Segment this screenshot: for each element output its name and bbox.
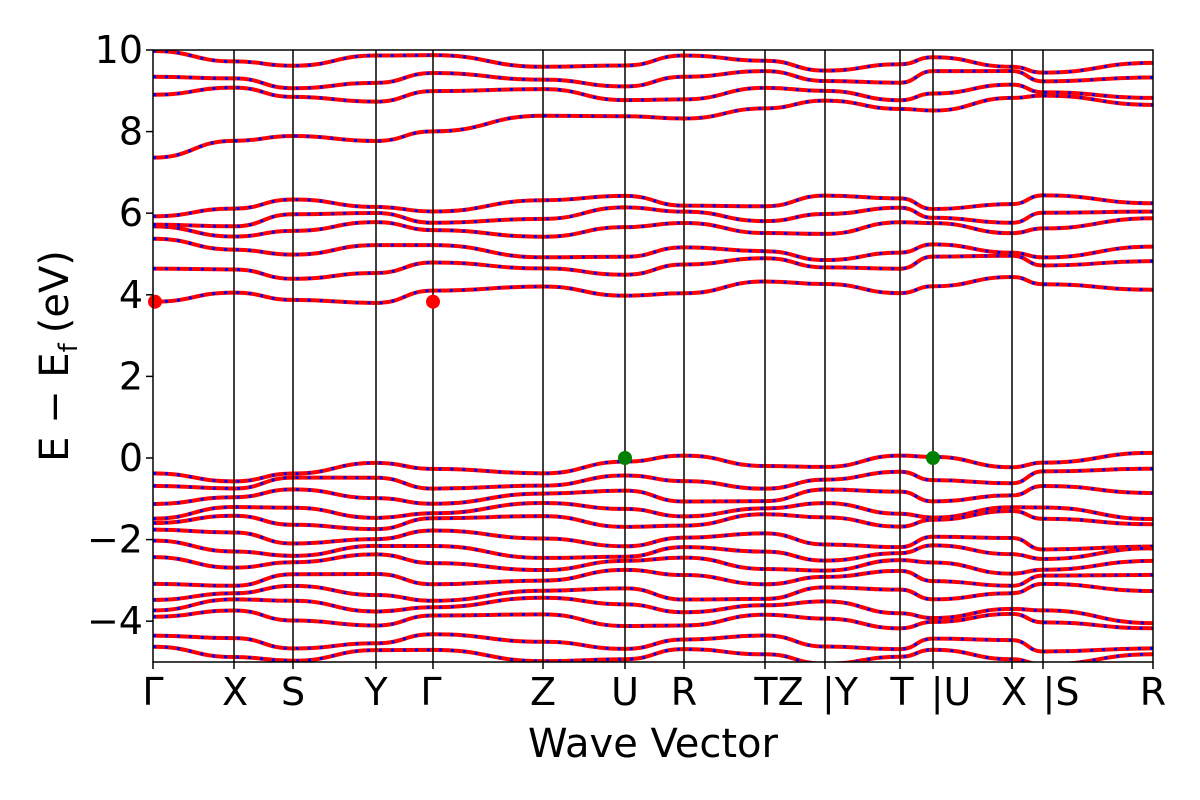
- band-overlay-cb4: [153, 216, 1153, 239]
- y-axis-label: E − Ef (eV): [32, 250, 84, 462]
- band-overlay-cb3: [153, 237, 1153, 262]
- band-line-vb13: [153, 632, 1153, 654]
- band-line-cb1: [153, 274, 1153, 305]
- x-tick-label: S: [281, 670, 305, 714]
- cbm-marker: [426, 294, 440, 309]
- band-overlay-vb5: [153, 509, 1153, 531]
- band-line-vb3: [153, 483, 1153, 506]
- band-overlay-cb9: [153, 69, 1153, 90]
- x-tick-label: Z: [530, 670, 556, 714]
- band-overlay-vb12: [153, 608, 1153, 630]
- x-tick-label: Γ: [142, 670, 163, 714]
- y-tick-label: 2: [119, 354, 143, 398]
- x-axis-label: Wave Vector: [528, 721, 779, 767]
- y-axis-label-unit: (eV): [32, 250, 78, 333]
- x-tick-label: |Y: [822, 670, 859, 715]
- plot-frame: [152, 49, 1154, 663]
- band-overlay-vb13: [153, 632, 1153, 654]
- y-tick-label: −4: [87, 599, 143, 643]
- y-tick-label: 10: [95, 28, 143, 72]
- y-tick-label: 0: [119, 436, 143, 480]
- y-axis-label-subscript: f: [54, 342, 84, 352]
- x-tick-label: TZ: [753, 670, 803, 714]
- x-tick-label: U: [611, 670, 639, 714]
- y-tick-label: 6: [119, 191, 143, 235]
- band-overlay-vb10: [153, 582, 1153, 603]
- bands-layer: [153, 50, 1153, 662]
- x-tick-label: R: [671, 670, 697, 714]
- band-overlay-vb9: [153, 568, 1153, 588]
- band-overlay-vb2: [153, 467, 1153, 491]
- x-ticks: Γ X S Y Γ Z U R TZ |Y T |U X |S R: [142, 662, 1166, 715]
- band-overlay-cb8: [153, 83, 1153, 104]
- y-ticks: −4 −2 0 2 4 6 8 10: [87, 28, 153, 643]
- band-overlay-cb1: [153, 275, 1153, 305]
- x-tick-label: X: [1001, 670, 1027, 714]
- band-overlay-cb5: [153, 205, 1153, 228]
- y-axis-label-main: E − E: [32, 352, 78, 462]
- x-tick-label: Y: [363, 670, 388, 714]
- y-tick-label: −2: [87, 518, 143, 562]
- band-overlay-vb7: [153, 539, 1153, 563]
- band-overlay-vb1: [153, 451, 1153, 483]
- x-tick-label: Γ: [420, 670, 441, 714]
- band-overlay-cb2: [153, 254, 1153, 281]
- x-tick-label: |S: [1043, 670, 1080, 715]
- band-overlay-cb7: [153, 94, 1153, 160]
- x-tick-label: X: [222, 670, 248, 714]
- band-overlay-vb14: [153, 645, 1153, 662]
- band-overlay-vb3: [153, 484, 1153, 506]
- band-line-cb7: [153, 93, 1153, 160]
- x-tick-label: |U: [931, 670, 972, 715]
- y-tick-label: 8: [119, 110, 143, 154]
- cbm-marker: [148, 294, 162, 309]
- vbm-marker: [926, 451, 940, 465]
- y-tick-label: 4: [119, 273, 143, 317]
- band-overlay-vb6: [153, 528, 1153, 551]
- band-overlay-vb8: [153, 552, 1153, 576]
- k-point-lines: [233, 50, 1044, 662]
- x-tick-label: T: [889, 670, 914, 714]
- vbm-marker: [618, 451, 632, 465]
- band-overlay-cb6: [153, 193, 1153, 218]
- extrema-markers: [148, 294, 940, 465]
- band-overlay-cb10: [153, 50, 1153, 75]
- band-line-vb6: [153, 527, 1153, 552]
- x-tick-label: R: [1140, 670, 1166, 714]
